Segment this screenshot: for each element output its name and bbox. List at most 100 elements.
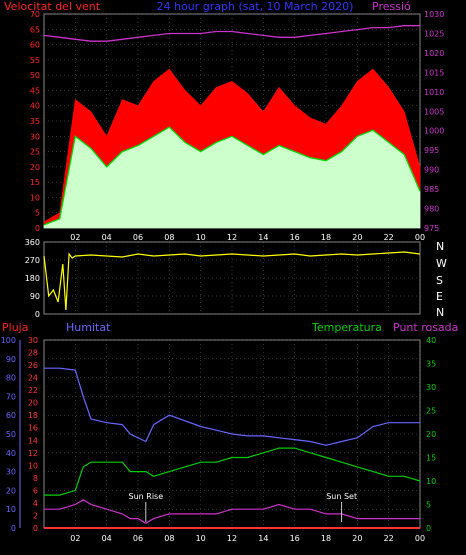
pressure-tick-label: 1020	[424, 49, 444, 58]
wind-speed-tick-label: 35	[30, 117, 40, 126]
rain-tick-label: 30	[28, 336, 38, 345]
wind-x-tick-label: 18	[321, 233, 331, 242]
humidity-tick-label: 60	[6, 411, 16, 420]
rain-tick-label: 26	[28, 361, 38, 370]
direction-letter-n-bottom: N	[436, 306, 444, 319]
wind-speed-tick-label: 40	[30, 102, 40, 111]
humidity-x-tick-label: 06	[133, 534, 143, 543]
pressure-tick-label: 995	[424, 146, 439, 155]
rain-label: Pluja	[2, 321, 28, 334]
humidity-tick-label: 40	[6, 449, 16, 458]
humidity-x-tick-label: 22	[384, 534, 394, 543]
wind-x-tick-label: 16	[290, 233, 300, 242]
wind-speed-tick-label: 5	[35, 209, 40, 218]
pressure-tick-label: 1005	[424, 107, 444, 116]
wind-x-tick-label: 22	[384, 233, 394, 242]
direction-tick-label: 90	[30, 292, 40, 301]
pressure-tick-label: 1030	[424, 10, 444, 19]
direction-tick-label: 270	[25, 256, 40, 265]
wind-speed-tick-label: 0	[35, 224, 40, 233]
temperature-tick-label: 0	[426, 524, 431, 533]
wind-speed-tick-label: 50	[30, 71, 40, 80]
wind-average-line	[43, 126, 421, 226]
temperature-tick-label: 25	[426, 407, 436, 416]
rain-tick-label: 16	[28, 424, 38, 433]
rain-tick-label: 12	[28, 449, 38, 458]
temperature-tick-label: 40	[426, 336, 436, 345]
wind-speed-tick-label: 30	[30, 132, 40, 141]
pressure-tick-label: 980	[424, 205, 439, 214]
wind-x-tick-label: 06	[133, 233, 143, 242]
direction-letter-w: W	[436, 257, 447, 270]
temperature-tick-label: 10	[426, 477, 436, 486]
rain-tick-label: 14	[28, 436, 38, 445]
rain-tick-label: 24	[28, 374, 38, 383]
temperature-tick-label: 35	[426, 360, 436, 369]
humidity-x-tick-label: 20	[352, 534, 362, 543]
humidity-tick-label: 20	[6, 486, 16, 495]
wind-speed-tick-label: 15	[30, 178, 40, 187]
wind-speed-tick-label: 25	[30, 148, 40, 157]
humidity-x-tick-label: 08	[164, 534, 174, 543]
dewpoint-line	[44, 499, 420, 524]
humidity-x-tick-label: 18	[321, 534, 331, 543]
rain-tick-label: 28	[28, 349, 38, 358]
wind-x-tick-label: 12	[227, 233, 237, 242]
direction-tick-label: 180	[25, 274, 40, 283]
humidity-x-tick-label: 10	[196, 534, 206, 543]
rain-tick-label: 6	[33, 486, 38, 495]
pressure-tick-label: 1010	[424, 88, 444, 97]
wind-speed-tick-label: 60	[30, 41, 40, 50]
temperature-tick-label: 5	[426, 501, 431, 510]
wind-speed-tick-label: 55	[30, 56, 40, 65]
pressure-tick-label: 975	[424, 224, 439, 233]
temperature-tick-label: 20	[426, 430, 436, 439]
temperature-tick-label: 30	[426, 383, 436, 392]
wind-speed-tick-label: 70	[30, 10, 40, 19]
direction-tick-label: 360	[25, 238, 40, 247]
dewpoint-label: Punt rosada	[393, 321, 458, 334]
pressure-tick-label: 985	[424, 185, 439, 194]
wind-speed-label: Velocitat del vent	[4, 0, 101, 13]
direction-letter-e: E	[436, 290, 443, 303]
temperature-line	[44, 447, 421, 496]
direction-letter-n-top: N	[436, 240, 444, 253]
pressure-line	[43, 25, 420, 42]
rain-tick-label: 2	[33, 511, 38, 520]
pressure-tick-label: 1000	[424, 127, 444, 136]
humidity-tick-label: 50	[6, 430, 16, 439]
humidity-line	[44, 367, 420, 446]
wind-speed-tick-label: 45	[30, 86, 40, 95]
rain-tick-label: 10	[28, 461, 38, 470]
rain-tick-label: 18	[28, 411, 38, 420]
temperature-tick-label: 15	[426, 454, 436, 463]
rain-tick-label: 4	[33, 499, 38, 508]
direction-tick-label: 0	[35, 310, 40, 319]
humidity-tick-label: 80	[6, 374, 16, 383]
wind-x-tick-label: 20	[352, 233, 362, 242]
pressure-tick-label: 1015	[424, 68, 444, 77]
wind-speed-tick-label: 65	[30, 25, 40, 34]
humidity-tick-label: 90	[6, 355, 16, 364]
wind-x-tick-label: 14	[258, 233, 268, 242]
sunset-annotation: Sun Set	[326, 492, 357, 501]
wind-x-tick-label: 10	[196, 233, 206, 242]
wind-x-tick-label: 00	[415, 233, 425, 242]
sunrise-annotation: Sun Rise	[129, 492, 164, 501]
humidity-x-tick-label: 12	[227, 534, 237, 543]
wind-x-tick-label: 02	[70, 233, 80, 242]
wind-x-tick-label: 08	[164, 233, 174, 242]
temperature-label: Temperatura	[311, 321, 382, 334]
humidity-x-tick-label: 14	[258, 534, 268, 543]
humidity-tick-label: 10	[6, 505, 16, 514]
direction-letter-s: S	[436, 274, 443, 287]
humidity-x-tick-label: 00	[415, 534, 425, 543]
rain-tick-label: 8	[33, 474, 38, 483]
pressure-tick-label: 1025	[424, 29, 444, 38]
rain-tick-label: 0	[33, 524, 38, 533]
humidity-x-tick-label: 02	[70, 534, 80, 543]
pressure-label: Pressió	[372, 0, 411, 13]
humidity-tick-label: 100	[1, 336, 16, 345]
wind-direction-line	[43, 251, 421, 311]
humidity-tick-label: 30	[6, 468, 16, 477]
